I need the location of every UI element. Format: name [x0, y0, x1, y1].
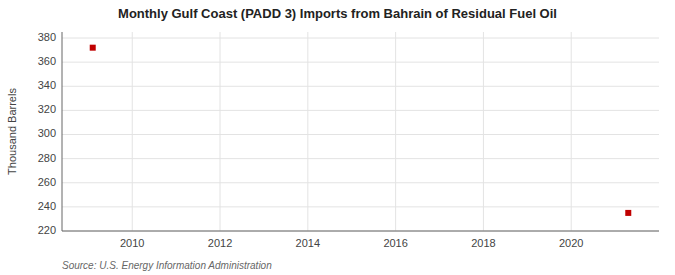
grid-line-x	[395, 32, 396, 231]
point	[625, 210, 631, 216]
y-tick-label: 280	[38, 152, 56, 164]
grid-line-y	[62, 134, 659, 135]
grid-line-y	[62, 38, 659, 39]
grid-line-y	[62, 231, 659, 232]
grid-line-x	[220, 32, 221, 231]
y-axis-line	[62, 32, 63, 231]
grid-line-y	[62, 206, 659, 207]
y-tick-label: 240	[38, 200, 56, 212]
grid-line-x	[132, 32, 133, 231]
grid-line-x	[483, 32, 484, 231]
source-note: Source: U.S. Energy Information Administ…	[62, 260, 272, 271]
y-tick-label: 340	[38, 79, 56, 91]
y-tick-label: 360	[38, 55, 56, 67]
x-tick-label: 2012	[208, 237, 232, 249]
grid-line-y	[62, 182, 659, 183]
x-tick-label: 2018	[471, 237, 495, 249]
grid-line-y	[62, 110, 659, 111]
title: Monthly Gulf Coast (PADD 3) Imports from…	[118, 6, 557, 21]
x-tick-label: 2010	[120, 237, 144, 249]
chart-container: 220 240 260 280 300 320 340 360 380 2010 2012 2014 2…	[0, 0, 675, 275]
x-tick-label: 2014	[296, 237, 320, 249]
y-tick-label: 260	[38, 176, 56, 188]
chart-svg: 220 240 260 280 300 320 340 360 380 2010 2012 2014 2…	[0, 0, 675, 275]
grid-line-x	[571, 32, 572, 231]
grid-line-y	[62, 158, 659, 159]
x-tick-label: 2016	[383, 237, 407, 249]
grid-line-x	[307, 32, 308, 231]
y-tick-label: 220	[38, 224, 56, 236]
points	[90, 45, 632, 216]
grid-line-y	[62, 86, 659, 87]
grid-line-y	[62, 62, 659, 63]
y-tick-label: 320	[38, 103, 56, 115]
grid	[62, 32, 659, 231]
y-tick-label: 380	[38, 31, 56, 43]
y-axis-label: Thousand Barrels	[6, 88, 18, 175]
y-tick-label: 300	[38, 127, 56, 139]
x-tick-label: 2020	[559, 237, 583, 249]
x-axis-line	[62, 231, 659, 232]
point	[90, 45, 96, 51]
